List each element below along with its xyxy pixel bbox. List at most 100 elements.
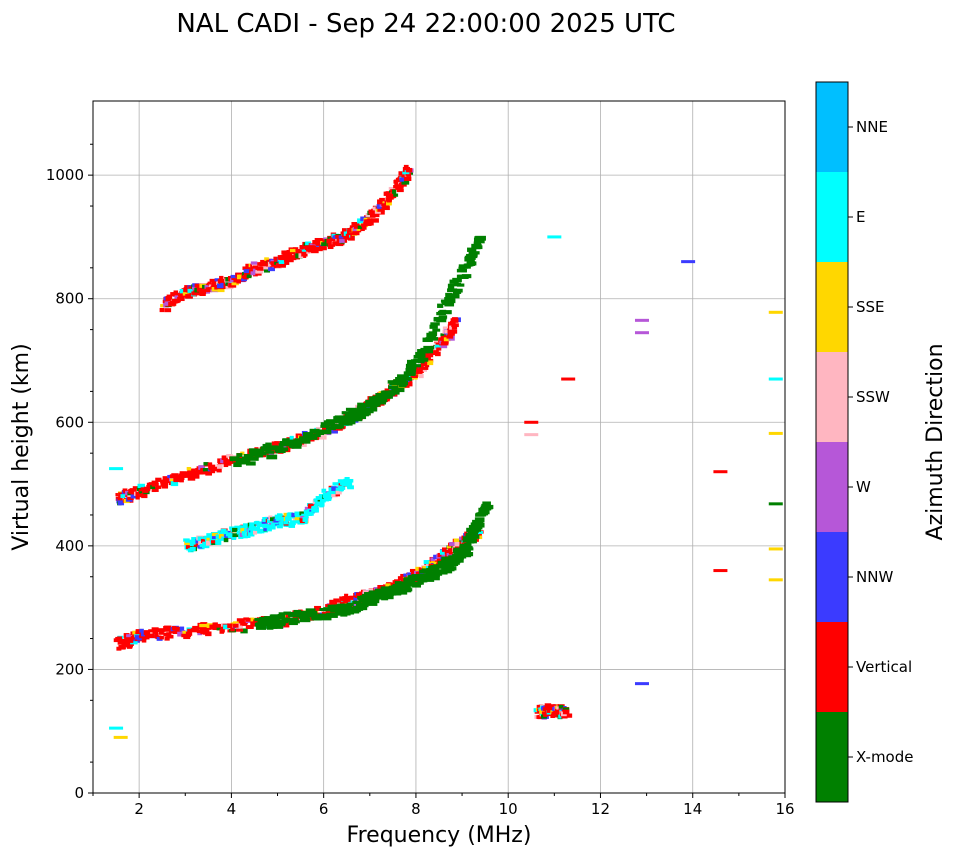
echo-mark [209, 466, 215, 471]
echo-mark [205, 471, 212, 476]
echo-mark [366, 220, 374, 226]
echo-mark [185, 631, 193, 636]
echo-mark [255, 270, 263, 274]
echo-mark [561, 714, 568, 719]
echo-mark [339, 415, 348, 419]
echo-mark [198, 465, 206, 470]
echo-mark [218, 533, 224, 539]
echo-mark [447, 283, 455, 289]
echo-mark [365, 401, 374, 407]
echo-mark [206, 626, 212, 630]
echo-mark [441, 553, 449, 558]
echo-mark [456, 552, 465, 556]
echo-mark [245, 618, 251, 622]
echo-mark [277, 263, 282, 268]
echo-mark [158, 628, 165, 633]
echo-mark [119, 641, 124, 645]
echo-mark [340, 481, 345, 485]
echo-mark [135, 495, 140, 500]
echo-mark [411, 582, 421, 588]
echo-mark [371, 208, 376, 214]
echo-mark [768, 502, 783, 506]
echo-mark [294, 514, 301, 520]
echo-mark [227, 623, 233, 629]
echo-mark [192, 290, 200, 296]
echo-mark [418, 369, 423, 374]
echo-mark [223, 624, 229, 630]
echo-mark [189, 546, 196, 552]
echo-mark [216, 467, 222, 473]
echo-mark [564, 713, 573, 718]
colorbar-tick-label: E [856, 208, 865, 226]
echo-mark [368, 588, 374, 592]
echo-mark [324, 494, 332, 500]
echo-mark [428, 351, 436, 356]
echo-mark [399, 177, 405, 182]
echo-mark [294, 511, 303, 516]
echo-mark [153, 482, 159, 487]
echo-mark [216, 624, 222, 628]
echo-mark [449, 541, 458, 546]
echo-mark [181, 471, 189, 475]
echo-mark [318, 494, 324, 498]
echo-mark [556, 706, 561, 710]
echo-mark [282, 438, 290, 443]
echo-mark [289, 435, 294, 441]
echo-mark [454, 555, 461, 560]
echo-mark [211, 532, 219, 537]
echo-mark [191, 291, 197, 296]
echo-mark [311, 249, 319, 254]
echo-mark [281, 617, 291, 622]
echo-mark [430, 322, 440, 326]
echo-mark [451, 323, 459, 328]
echo-mark [442, 326, 448, 331]
echo-mark [397, 576, 403, 581]
echo-mark [129, 638, 134, 643]
echo-mark [255, 625, 267, 630]
echo-mark [202, 467, 210, 472]
echo-mark [547, 708, 552, 713]
echo-mark [332, 241, 340, 246]
echo-mark [395, 387, 405, 393]
echo-mark [440, 344, 448, 349]
echo-mark [113, 638, 121, 643]
echo-mark [117, 500, 125, 506]
echo-mark [324, 422, 334, 426]
echo-mark [634, 318, 649, 322]
echo-mark [340, 231, 345, 235]
echo-mark [397, 585, 404, 590]
echo-mark [179, 478, 184, 483]
echo-mark [227, 459, 235, 464]
echo-mark [562, 707, 570, 712]
echo-mark [406, 582, 416, 587]
echo-mark [348, 598, 354, 603]
echo-mark [453, 538, 461, 543]
echo-mark [282, 253, 288, 258]
echo-mark [287, 251, 293, 255]
y-tick-label: 800 [55, 290, 84, 308]
echo-mark [243, 453, 254, 458]
echo-mark [404, 176, 412, 181]
colorbar-segment [816, 712, 848, 802]
echo-mark [300, 516, 305, 520]
echo-mark [444, 564, 455, 570]
echo-mark [197, 536, 203, 542]
echo-mark [179, 475, 185, 480]
colorbar-tick-label: NNW [856, 568, 893, 586]
echo-mark [329, 237, 336, 242]
echo-mark [418, 365, 424, 370]
echo-mark [187, 628, 192, 633]
echo-mark [344, 416, 356, 422]
echo-mark [365, 219, 370, 223]
echo-mark [346, 484, 352, 489]
echo-mark [357, 402, 365, 408]
echo-mark [266, 454, 278, 460]
echo-mark [405, 167, 413, 173]
echo-mark [155, 485, 162, 489]
echo-mark [284, 254, 290, 259]
echo-mark [482, 501, 491, 507]
echo-mark [249, 451, 258, 457]
echo-mark [333, 482, 340, 486]
echo-mark [368, 591, 376, 596]
